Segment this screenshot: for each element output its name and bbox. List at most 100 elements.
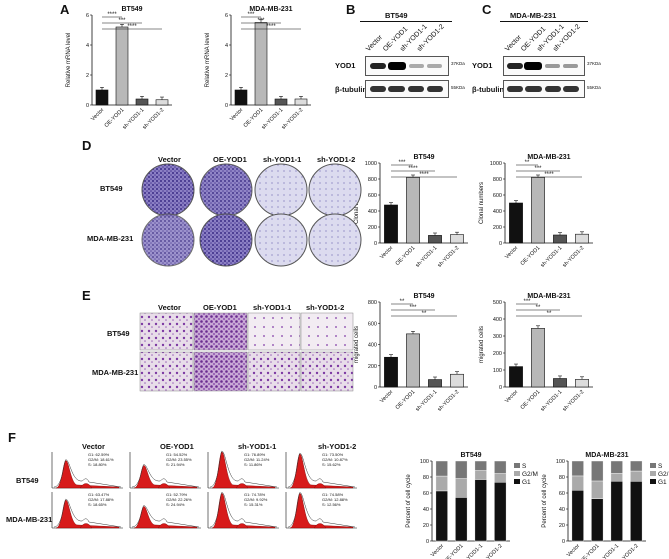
flow-g2-peak [157, 483, 171, 489]
sig-label: **** [127, 24, 137, 30]
sig-label: **** [266, 24, 276, 30]
y-tick-label: 1000 [365, 161, 377, 167]
flow-g2-peak [235, 483, 249, 489]
flow-g2-peak [79, 523, 93, 529]
flow-g1-peak [133, 506, 198, 529]
blot-b-tubulin [365, 80, 449, 98]
y-axis-label: Percent of cell cycle [542, 474, 548, 528]
chart-title: MDA-MB-231 [527, 293, 570, 300]
blot-c-kda-yod1: 37KDa [587, 61, 601, 66]
y-axis-label: migrated cells [354, 326, 360, 363]
flow-fit-line [209, 492, 278, 528]
y-tick-label: 6 [86, 13, 89, 19]
flow-panel-3: G1: 76.89%G2/M: 11.24%S: 11.86% [207, 450, 279, 489]
tw-bt549-oe [193, 312, 248, 351]
chart-4: MDA-MB-231 0 200 400 600 800 1000 Clonal number… [479, 154, 593, 269]
y-tick-label: 300 [493, 334, 502, 340]
blot-c-yod1-label: YOD1 [472, 61, 493, 70]
sig-label: **** [107, 12, 117, 18]
tw-bt549-sh2 [300, 312, 354, 351]
chart-title: BT549 [121, 6, 142, 13]
flow-panel-1: G1: 62.59%G2/M: 18.61%S: 18.80% [51, 452, 123, 489]
flow-g2-peak [79, 483, 93, 489]
transwell-row-1: BT549 [107, 329, 130, 338]
y-tick-label: 2 [225, 73, 228, 79]
y-tick-label: 1000 [490, 161, 502, 167]
sig-label: ** [547, 311, 552, 317]
y-tick-label: 0 [374, 241, 377, 247]
y-tick-label: 20 [559, 523, 565, 529]
y-tick-label: 0 [86, 103, 89, 109]
panel-label-e: E [82, 288, 91, 303]
plate-mda-sh1 [254, 213, 308, 267]
y-tick-label: 0 [426, 539, 429, 545]
y-axis-label: Percent of cell cycle [406, 474, 412, 528]
legend: SG2/MG1 [650, 463, 669, 486]
y-tick-label: 0 [499, 385, 502, 391]
plates-col-3: sh-YOD1-1 [263, 155, 302, 164]
bar-segment [494, 460, 507, 474]
sig-label: *** [118, 18, 126, 24]
flow-row-1: BT549 [16, 476, 39, 485]
flow-row-2: MDA-MB-231 [6, 515, 53, 524]
y-tick-label: 100 [420, 459, 429, 465]
y-axis-label: migrated cells [479, 326, 485, 363]
flow-fit-line [287, 452, 356, 488]
flow-panel-8: G1: 74.58%G2/M: 12.88%S: 12.56% [285, 492, 357, 529]
plate-mda-vector [141, 213, 195, 267]
flow-stat: S: 15.62% [322, 462, 341, 467]
y-tick-label: 40 [559, 507, 565, 513]
chart-title: MDA-MB-231 [527, 154, 570, 161]
y-tick-label: 0 [225, 103, 228, 109]
plates-col-2: OE-YOD1 [213, 155, 247, 164]
chart-title: BT549 [460, 452, 481, 459]
flow-g2-peak [313, 483, 327, 489]
y-tick-label: 100 [556, 459, 565, 465]
tw-bt549-vector [139, 312, 194, 351]
flow-stat: G1: 73.50% [322, 452, 344, 457]
blot-b-yod1 [365, 56, 449, 76]
legend-label: S [658, 463, 663, 470]
flow-g2-peak [157, 523, 171, 529]
flow-g2-peak [235, 523, 249, 529]
sig-label: *** [409, 305, 417, 311]
tw-mda-sh1 [247, 351, 301, 392]
sig-label: *** [523, 299, 531, 305]
flow-col-2: OE-YOD1 [160, 442, 194, 451]
bar-segment [591, 460, 604, 482]
y-tick-label: 800 [368, 177, 377, 183]
blot-c-line [500, 21, 588, 22]
flow-stat: S: 12.56% [322, 502, 341, 507]
flow-stat: S: 18.65% [88, 502, 107, 507]
y-tick-label: 80 [559, 475, 565, 481]
chart-title: MDA-MB-231 [585, 452, 628, 459]
blot-b-line [360, 21, 452, 22]
chart-3: BT54902004006008001000Clonal numbersVect… [354, 154, 468, 269]
flow-panel-4: G1: 73.50%G2/M: 10.87%S: 15.62% [285, 452, 357, 489]
y-tick-label: 4 [86, 43, 89, 49]
y-tick-label: 400 [493, 317, 502, 323]
flow-fit-line [53, 459, 122, 488]
flow-stat: G1: 76.89% [244, 452, 266, 457]
bar-segment [474, 460, 487, 471]
legend-swatch [514, 479, 520, 484]
flow-stat: S: 21.94% [166, 462, 185, 467]
y-tick-label: 0 [499, 241, 502, 247]
flow-stat: G2/M: 11.24% [244, 457, 270, 462]
y-tick-label: 200 [493, 351, 502, 357]
y-tick-label: 200 [368, 225, 377, 231]
panel-label-f: F [8, 430, 16, 445]
blot-c-tubulin [503, 80, 585, 98]
plate-mda-sh2 [308, 213, 362, 267]
plates-row-1: BT549 [100, 184, 123, 193]
y-tick-label: 60 [559, 491, 565, 497]
legend-swatch [650, 471, 656, 476]
legend-label: G1 [658, 479, 667, 486]
tw-mda-sh2 [300, 351, 354, 392]
y-tick-label: 500 [493, 300, 502, 306]
legend-label: G2/M [658, 471, 669, 478]
sig-label: ** [422, 311, 427, 317]
flow-stat: G1: 74.78% [244, 492, 266, 497]
blot-c-kda-tub: 55KDa [587, 85, 601, 90]
